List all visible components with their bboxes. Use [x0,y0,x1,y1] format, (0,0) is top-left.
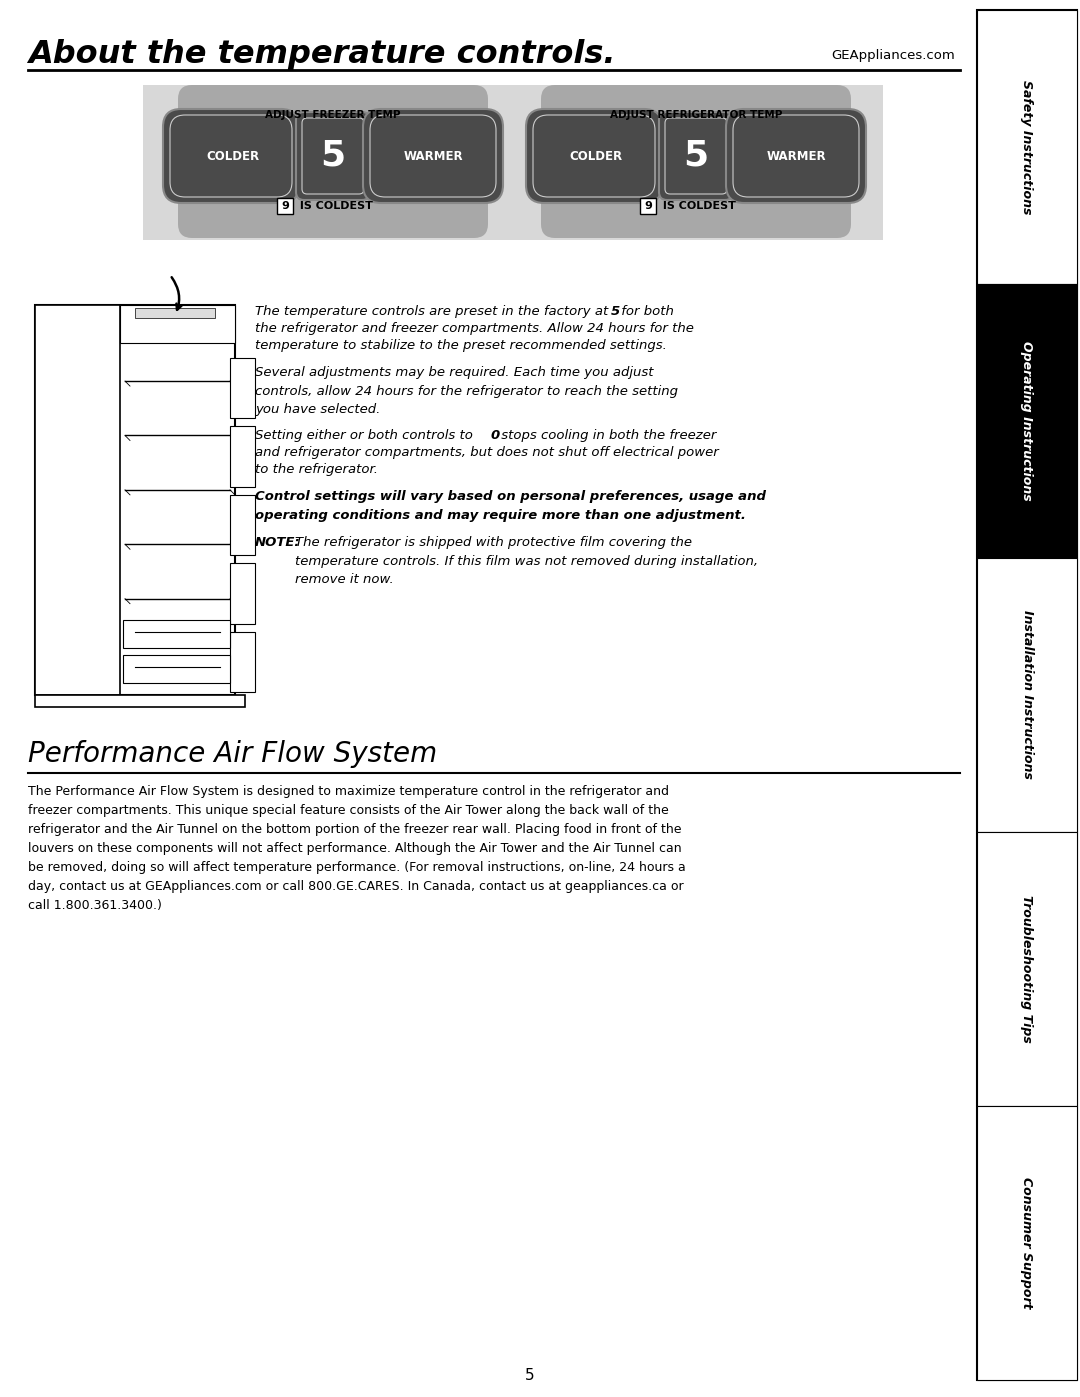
Text: ADJUST REFRIGERATOR TEMP: ADJUST REFRIGERATOR TEMP [610,110,782,120]
Bar [977,1106,1077,1380]
Bar [230,563,255,623]
Text: Several adjustments may be required. Each time you adjust
controls, allow 24 hou: Several adjustments may be required. Eac… [255,366,678,416]
Text: The Performance Air Flow System is designed to maximize temperature control in t: The Performance Air Flow System is desig… [28,785,686,912]
Text: 0: 0 [491,429,500,441]
FancyBboxPatch shape [534,115,654,197]
Text: the refrigerator and freezer compartments. Allow 24 hours for the: the refrigerator and freezer compartment… [255,321,693,335]
FancyBboxPatch shape [665,117,727,194]
Bar [35,305,235,694]
Text: WARMER: WARMER [403,149,463,162]
Text: 9: 9 [281,201,289,211]
Text: Performance Air Flow System: Performance Air Flow System [28,740,437,768]
Text: 5: 5 [611,305,620,319]
Bar [977,833,1077,1106]
Bar [35,305,120,694]
FancyBboxPatch shape [170,115,292,197]
FancyBboxPatch shape [363,109,503,203]
Text: stops cooling in both the freezer: stops cooling in both the freezer [497,429,716,441]
FancyBboxPatch shape [296,112,370,200]
FancyBboxPatch shape [659,112,733,200]
Text: 5: 5 [525,1368,535,1383]
Text: Setting either or both controls to: Setting either or both controls to [255,429,477,441]
Text: ADJUST FREEZER TEMP: ADJUST FREEZER TEMP [266,110,401,120]
Text: 9: 9 [644,201,652,211]
Text: to the refrigerator.: to the refrigerator. [255,462,378,476]
Text: IS COLDEST: IS COLDEST [296,201,373,211]
Text: Safety Instructions: Safety Instructions [1021,80,1034,214]
Text: Consumer Support: Consumer Support [1021,1178,1034,1309]
Text: Operating Instructions: Operating Instructions [1021,341,1034,502]
Bar [977,557,1077,833]
FancyBboxPatch shape [302,117,364,194]
Text: 5: 5 [321,138,346,173]
Bar [123,620,230,648]
Text: WARMER: WARMER [766,149,826,162]
FancyBboxPatch shape [163,109,299,203]
Text: IS COLDEST: IS COLDEST [659,201,735,211]
Bar [35,694,245,707]
Text: The temperature controls are preset in the factory at: The temperature controls are preset in t… [255,305,612,319]
Bar [143,85,883,240]
FancyBboxPatch shape [541,85,851,237]
Bar [977,10,1077,1380]
FancyBboxPatch shape [178,85,488,237]
Text: NOTE:: NOTE: [255,536,300,549]
Text: The refrigerator is shipped with protective film covering the
temperature contro: The refrigerator is shipped with protect… [295,536,758,585]
Text: Troubleshooting Tips: Troubleshooting Tips [1021,895,1034,1044]
FancyBboxPatch shape [726,109,866,203]
FancyBboxPatch shape [733,115,859,197]
Text: COLDER: COLDER [569,149,622,162]
Bar [123,655,230,683]
Bar [230,358,255,418]
Text: for both: for both [617,305,674,319]
Bar [640,198,656,214]
Bar [977,10,1077,284]
Text: COLDER: COLDER [206,149,259,162]
Text: Control settings will vary based on personal preferences, usage and
operating co: Control settings will vary based on pers… [255,490,766,521]
Text: GEAppliances.com: GEAppliances.com [832,49,955,61]
Bar [135,307,215,319]
Text: Installation Instructions: Installation Instructions [1021,610,1034,780]
Bar [120,305,235,344]
FancyBboxPatch shape [526,109,662,203]
Bar [230,495,255,555]
Bar [230,426,255,486]
Bar [230,631,255,692]
Text: temperature to stabilize to the preset recommended settings.: temperature to stabilize to the preset r… [255,339,666,352]
Bar [276,198,293,214]
FancyBboxPatch shape [370,115,496,197]
Bar [977,284,1077,557]
Text: and refrigerator compartments, but does not shut off electrical power: and refrigerator compartments, but does … [255,446,719,460]
Text: 5: 5 [684,138,708,173]
Text: About the temperature controls.: About the temperature controls. [28,39,616,70]
